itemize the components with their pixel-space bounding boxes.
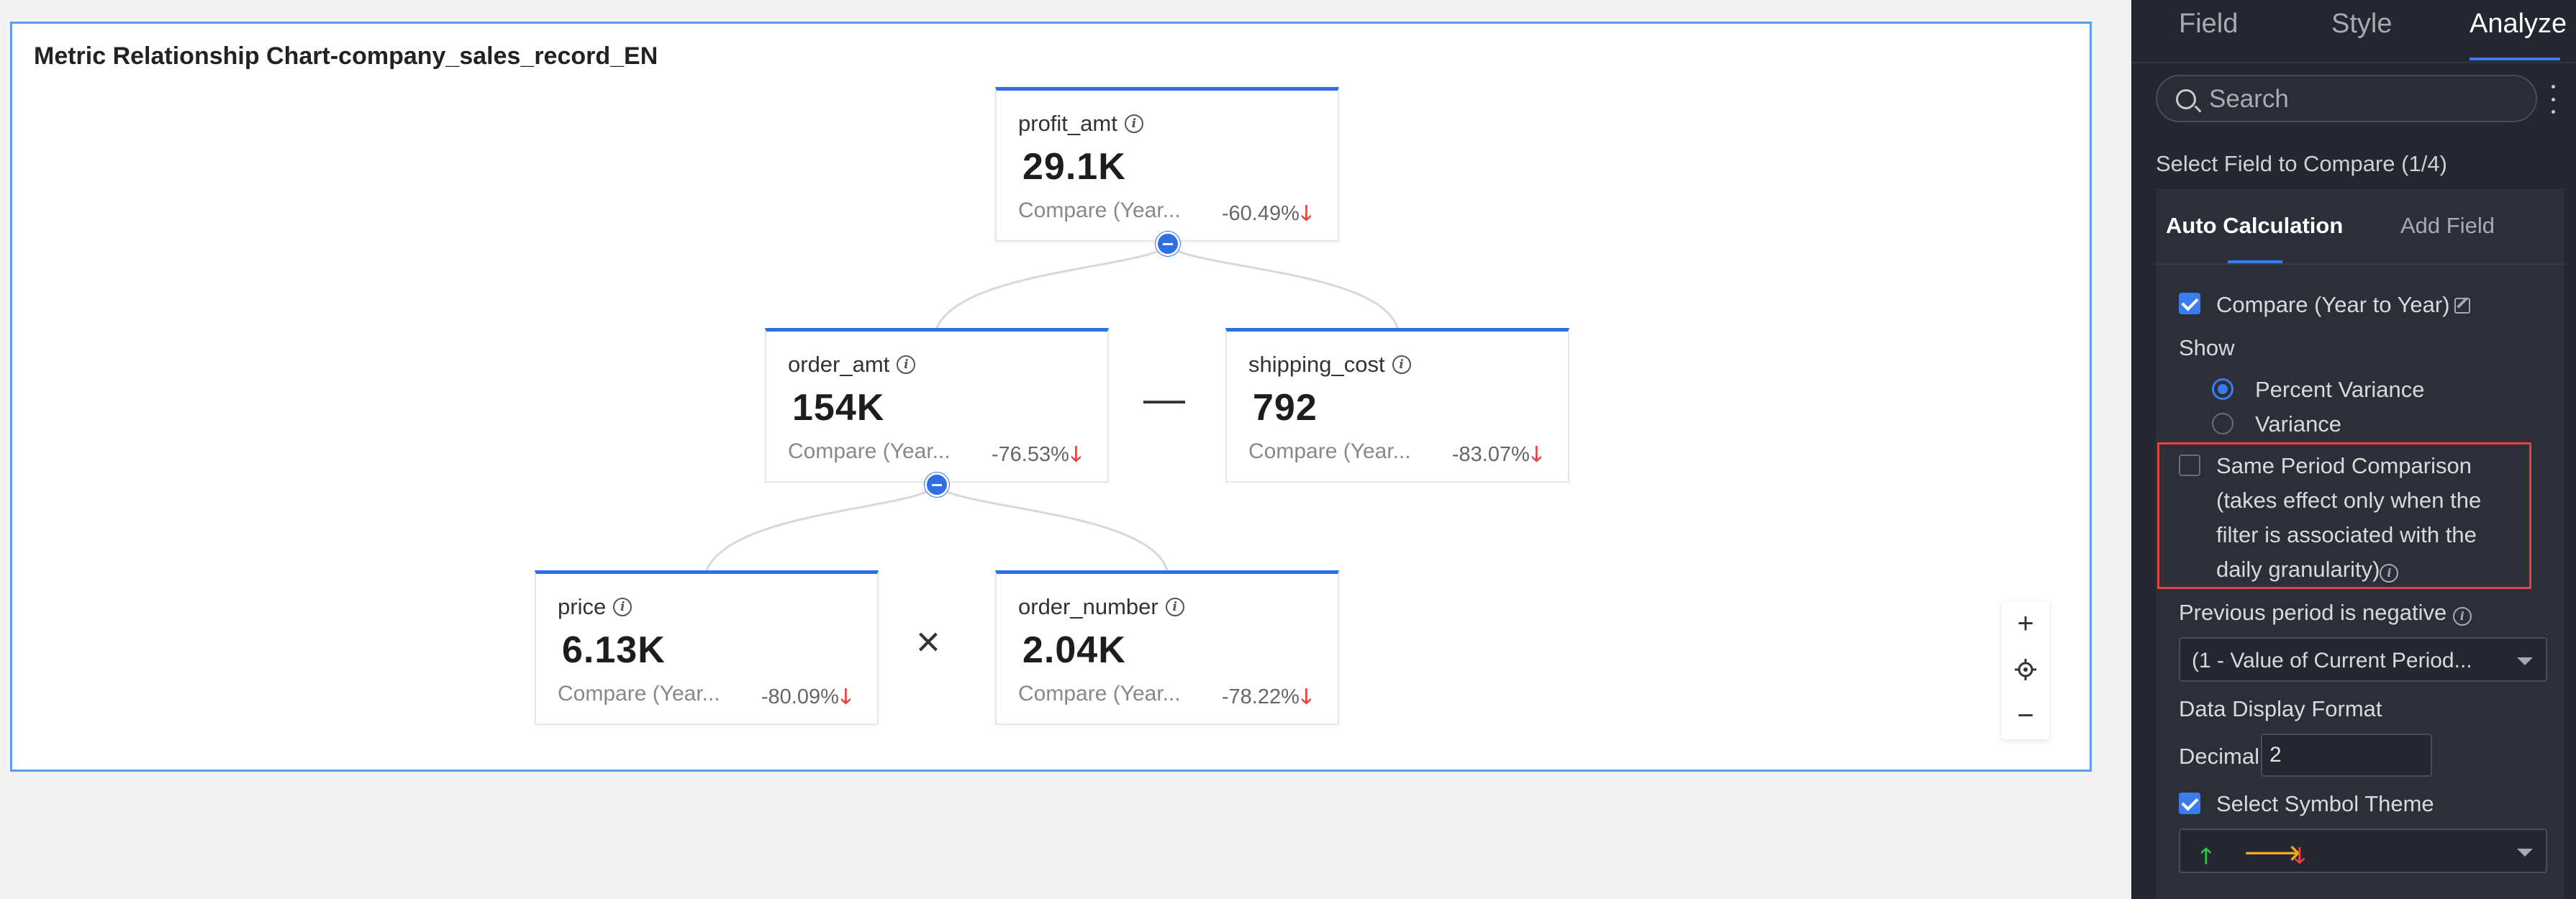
node-compare-label: Compare (Year... bbox=[558, 682, 720, 706]
recenter-button[interactable] bbox=[2002, 647, 2049, 692]
previous-negative-select[interactable]: (1 - Value of Current Period... bbox=[2179, 637, 2547, 682]
more-options-icon[interactable] bbox=[2546, 85, 2560, 114]
metric-node-order-amt[interactable]: order_amt i 154K Compare (Year... -76.53%… bbox=[765, 328, 1109, 483]
radio-label: Percent Variance bbox=[2255, 377, 2425, 402]
same-period-checkbox[interactable] bbox=[2179, 455, 2200, 476]
node-variance: -76.53%🡓 bbox=[992, 439, 1081, 475]
info-icon[interactable]: i bbox=[1165, 598, 1184, 616]
canvas-area: Metric Relationship Chart-company_sales_… bbox=[0, 0, 2131, 899]
node-variance: -80.09%🡓 bbox=[761, 682, 851, 717]
subtab-add-field[interactable]: Add Field bbox=[2400, 213, 2495, 238]
node-compare-label: Compare (Year... bbox=[788, 439, 951, 463]
compare-checkbox[interactable] bbox=[2179, 293, 2200, 314]
node-variance: -78.22%🡓 bbox=[1222, 682, 1312, 717]
subtab-auto-calculation[interactable]: Auto Calculation bbox=[2166, 213, 2344, 238]
info-icon[interactable]: i bbox=[1124, 114, 1143, 133]
collapse-button[interactable] bbox=[1156, 232, 1180, 256]
search-icon bbox=[2176, 89, 2196, 109]
tab-style[interactable]: Style bbox=[2331, 9, 2393, 39]
active-subtab-indicator bbox=[2228, 260, 2282, 263]
info-icon[interactable]: i bbox=[2380, 564, 2399, 583]
tab-analyze[interactable]: Analyze bbox=[2470, 9, 2567, 39]
crosshair-icon bbox=[2015, 659, 2036, 680]
arrow-right-icon: 🡒 bbox=[2244, 841, 2302, 865]
symbol-theme-select[interactable] bbox=[2179, 829, 2547, 873]
info-icon[interactable]: i bbox=[2452, 607, 2472, 626]
select-value: (1 - Value of Current Period... bbox=[2192, 649, 2472, 672]
compare-config: Auto Calculation Add Field bbox=[2156, 188, 2564, 899]
arrow-down-icon: 🡓 bbox=[1300, 685, 1312, 708]
show-label: Show bbox=[2179, 335, 2235, 360]
zoom-controls: + − bbox=[2002, 601, 2049, 739]
compare-label: Compare (Year to Year) bbox=[2216, 292, 2470, 318]
info-icon[interactable]: i bbox=[897, 355, 916, 374]
chart-title: Metric Relationship Chart-company_sales_… bbox=[34, 42, 658, 70]
operator-minus: — bbox=[1143, 375, 1185, 422]
search-input[interactable] bbox=[2209, 83, 2518, 115]
panel-tabs: Field Style Analyze bbox=[2131, 0, 2576, 62]
same-period-label: Same Period Comparison (takes effect onl… bbox=[2216, 453, 2482, 583]
section-title: Select Field to Compare (1/4) bbox=[2156, 151, 2447, 176]
node-name: shipping_cost i bbox=[1248, 352, 1411, 378]
node-value: 29.1K bbox=[1022, 146, 1126, 188]
divider bbox=[2131, 62, 2576, 63]
metric-node-shipping-cost[interactable]: shipping_cost i 792 Compare (Year... -83.… bbox=[1225, 328, 1569, 483]
decimal-input[interactable] bbox=[2261, 734, 2432, 777]
symbol-theme-checkbox[interactable] bbox=[2179, 793, 2200, 814]
radio-variance[interactable] bbox=[2212, 413, 2233, 434]
arrow-down-icon: 🡓 bbox=[840, 685, 851, 708]
node-name: price i bbox=[558, 594, 632, 620]
search-box[interactable] bbox=[2156, 75, 2537, 122]
edit-icon[interactable] bbox=[2454, 298, 2470, 314]
previous-negative-label: Previous period is negative i bbox=[2179, 600, 2472, 626]
arrow-up-icon: 🡑 bbox=[2200, 844, 2212, 868]
node-name: profit_amt i bbox=[1018, 111, 1143, 137]
zoom-out-button[interactable]: − bbox=[2017, 699, 2034, 731]
node-compare-label: Compare (Year... bbox=[1248, 439, 1411, 463]
info-icon[interactable]: i bbox=[1392, 355, 1411, 374]
info-icon[interactable]: i bbox=[613, 598, 632, 616]
node-value: 792 bbox=[1253, 387, 1318, 429]
chart-card[interactable]: Metric Relationship Chart-company_sales_… bbox=[10, 22, 2092, 772]
symbol-theme-label: Select Symbol Theme bbox=[2216, 791, 2434, 816]
node-compare-label: Compare (Year... bbox=[1018, 682, 1181, 706]
arrow-down-icon: 🡓 bbox=[1530, 443, 1542, 466]
collapse-button[interactable] bbox=[925, 473, 949, 497]
active-tab-indicator bbox=[2470, 58, 2560, 60]
data-format-label: Data Display Format bbox=[2179, 696, 2382, 721]
radio-percent-variance[interactable] bbox=[2212, 378, 2233, 400]
arrow-down-icon: 🡓 bbox=[1300, 202, 1312, 225]
divider bbox=[2156, 263, 2564, 265]
arrow-down-icon: 🡓 bbox=[1070, 443, 1081, 466]
node-value: 6.13K bbox=[562, 629, 666, 671]
node-value: 2.04K bbox=[1022, 629, 1126, 671]
node-variance: -60.49%🡓 bbox=[1222, 198, 1312, 234]
metric-node-profit-amt[interactable]: profit_amt i 29.1K Compare (Year... -60.4… bbox=[995, 87, 1339, 242]
node-name: order_number i bbox=[1018, 594, 1184, 620]
radio-label: Variance bbox=[2255, 411, 2342, 437]
arrow-down-icon: 🡓 bbox=[2294, 844, 2305, 868]
operator-times: × bbox=[916, 619, 940, 665]
node-variance: -83.07%🡓 bbox=[1452, 439, 1542, 475]
node-value: 154K bbox=[792, 387, 885, 429]
chevron-down-icon bbox=[2517, 657, 2533, 665]
chevron-down-icon bbox=[2517, 849, 2533, 857]
node-name: order_amt i bbox=[788, 352, 916, 378]
decimal-label: Decimal bbox=[2179, 744, 2259, 769]
zoom-in-button[interactable]: + bbox=[2017, 607, 2034, 639]
highlight-annotation bbox=[2157, 442, 2531, 589]
metric-node-price[interactable]: price i 6.13K Compare (Year... -80.09%🡓 bbox=[535, 570, 879, 725]
metric-node-order-number[interactable]: order_number i 2.04K Compare (Year... -78… bbox=[995, 570, 1339, 725]
tab-field[interactable]: Field bbox=[2179, 9, 2239, 39]
node-compare-label: Compare (Year... bbox=[1018, 198, 1181, 222]
